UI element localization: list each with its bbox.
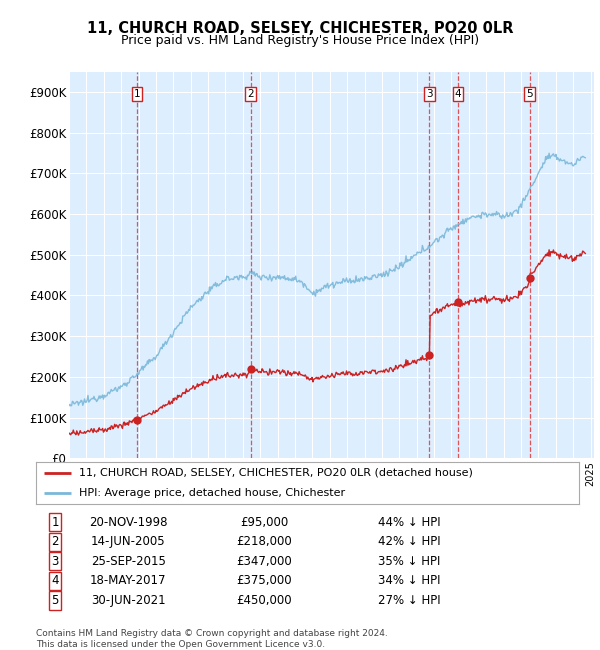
Text: 25-SEP-2015: 25-SEP-2015 (91, 554, 166, 567)
Text: 34% ↓ HPI: 34% ↓ HPI (378, 575, 440, 588)
Text: 11, CHURCH ROAD, SELSEY, CHICHESTER, PO20 0LR (detached house): 11, CHURCH ROAD, SELSEY, CHICHESTER, PO2… (79, 468, 473, 478)
Text: 18-MAY-2017: 18-MAY-2017 (90, 575, 167, 588)
Text: 27% ↓ HPI: 27% ↓ HPI (378, 594, 441, 607)
Text: 11, CHURCH ROAD, SELSEY, CHICHESTER, PO20 0LR: 11, CHURCH ROAD, SELSEY, CHICHESTER, PO2… (87, 21, 513, 36)
Text: 5: 5 (52, 594, 59, 607)
Text: £95,000: £95,000 (240, 515, 288, 528)
Text: 44% ↓ HPI: 44% ↓ HPI (378, 515, 441, 528)
Text: £375,000: £375,000 (236, 575, 292, 588)
Text: Price paid vs. HM Land Registry's House Price Index (HPI): Price paid vs. HM Land Registry's House … (121, 34, 479, 47)
Text: 35% ↓ HPI: 35% ↓ HPI (378, 554, 440, 567)
Text: 4: 4 (455, 89, 461, 99)
Text: £450,000: £450,000 (236, 594, 292, 607)
Text: Contains HM Land Registry data © Crown copyright and database right 2024.
This d: Contains HM Land Registry data © Crown c… (36, 629, 388, 649)
Text: 3: 3 (426, 89, 433, 99)
Text: 3: 3 (52, 554, 59, 567)
Text: 5: 5 (526, 89, 533, 99)
Text: 42% ↓ HPI: 42% ↓ HPI (378, 535, 441, 548)
Text: £218,000: £218,000 (236, 535, 292, 548)
Text: 14-JUN-2005: 14-JUN-2005 (91, 535, 166, 548)
Text: 30-JUN-2021: 30-JUN-2021 (91, 594, 166, 607)
Text: £347,000: £347,000 (236, 554, 292, 567)
Text: HPI: Average price, detached house, Chichester: HPI: Average price, detached house, Chic… (79, 488, 346, 498)
Text: 20-NOV-1998: 20-NOV-1998 (89, 515, 167, 528)
Text: 4: 4 (51, 575, 59, 588)
Text: 1: 1 (133, 89, 140, 99)
Text: 2: 2 (51, 535, 59, 548)
Text: 1: 1 (51, 515, 59, 528)
Text: 2: 2 (247, 89, 254, 99)
